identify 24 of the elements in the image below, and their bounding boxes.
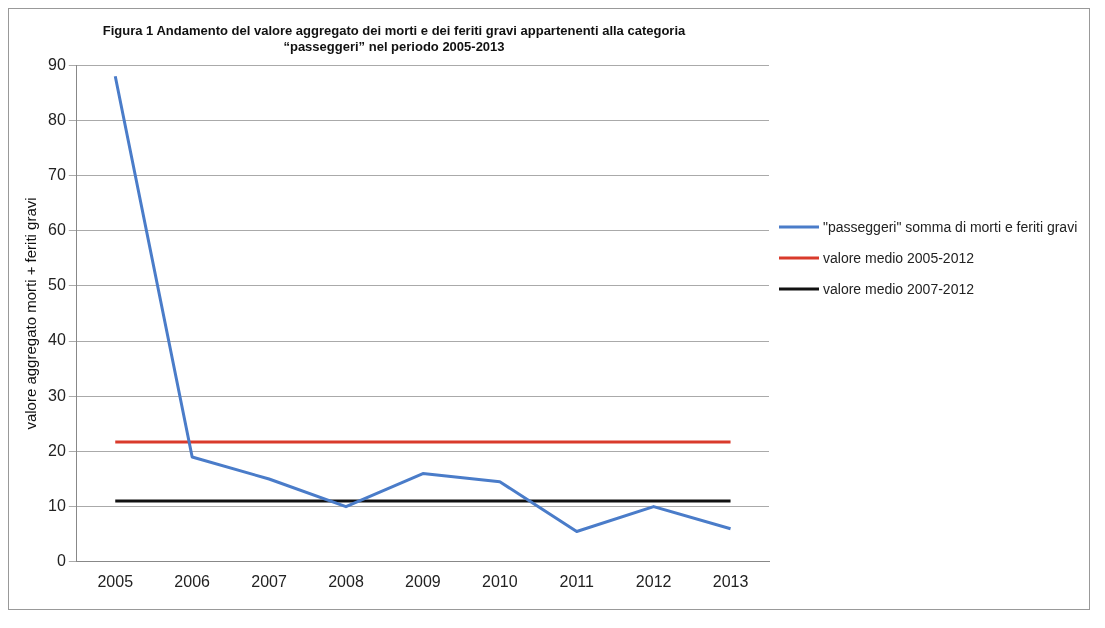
y-axis-title: valore aggregato morti + feriti gravi bbox=[22, 197, 40, 430]
chart-title: Figura 1 Andamento del valore aggregato dei morti e dei feriti gravi appartenenti alla categoria “passeggeri” nel periodo 2005-2013 bbox=[102, 23, 687, 54]
y-tick-label: 0 bbox=[56, 552, 66, 570]
y-tick-label: 80 bbox=[48, 110, 66, 128]
y-tick-label: 50 bbox=[48, 276, 66, 294]
x-tick-label: 2010 bbox=[482, 572, 518, 590]
legend-label: valore medio 2005-2012 bbox=[823, 250, 974, 267]
y-tick-label: 20 bbox=[48, 441, 66, 459]
x-tick-label: 2013 bbox=[712, 572, 749, 590]
legend-label: "passeggeri" somma di morti e feriti gravi bbox=[823, 219, 1078, 236]
y-tick-label: 60 bbox=[48, 221, 66, 239]
x-tick-label: 2012 bbox=[635, 572, 672, 590]
y-tick-label: 90 bbox=[48, 55, 66, 73]
y-tick-label: 40 bbox=[48, 331, 66, 349]
legend-label: valore medio 2007-2012 bbox=[823, 281, 974, 298]
y-tick-label: 30 bbox=[48, 386, 66, 404]
y-tick-label: 10 bbox=[48, 497, 66, 515]
y-tick-label: 70 bbox=[48, 165, 66, 183]
x-tick-label: 2008 bbox=[328, 572, 364, 590]
x-tick-label: 2005 bbox=[97, 572, 134, 590]
x-tick-label: 2009 bbox=[405, 572, 441, 590]
x-tick-label: 2011 bbox=[559, 572, 595, 590]
x-tick-label: 2006 bbox=[174, 572, 211, 590]
x-tick-label: 2007 bbox=[251, 572, 287, 590]
